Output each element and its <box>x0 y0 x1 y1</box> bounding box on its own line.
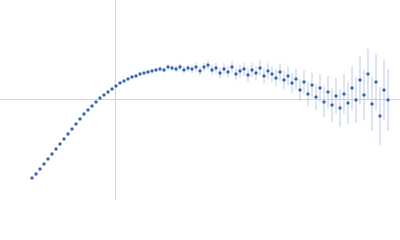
data-point <box>130 75 134 79</box>
data-point <box>314 95 318 99</box>
data-point <box>86 108 90 112</box>
data-point <box>238 69 242 73</box>
data-point <box>310 83 314 87</box>
data-point <box>334 94 338 98</box>
data-point <box>230 65 234 69</box>
data-point <box>210 68 214 72</box>
data-point <box>98 96 102 100</box>
data-point <box>366 72 370 76</box>
data-point <box>374 80 378 84</box>
data-point <box>30 176 34 180</box>
data-point <box>114 84 118 88</box>
data-point <box>78 117 82 121</box>
data-point <box>122 79 126 83</box>
data-point <box>370 102 374 106</box>
data-point <box>70 127 74 131</box>
data-point <box>206 63 210 67</box>
data-point <box>290 81 294 85</box>
data-point <box>126 77 130 81</box>
data-point <box>158 67 162 71</box>
data-point <box>170 66 174 70</box>
data-point <box>294 77 298 81</box>
data-point <box>162 68 166 72</box>
data-point <box>106 90 110 94</box>
chart <box>0 0 400 200</box>
data-point <box>182 68 186 72</box>
data-point <box>46 157 50 161</box>
data-point <box>302 80 306 84</box>
data-point <box>330 103 334 107</box>
data-point <box>358 78 362 82</box>
data-point <box>234 72 238 76</box>
data-point <box>262 74 266 78</box>
data-point <box>274 76 278 80</box>
data-point <box>38 167 42 171</box>
data-point <box>378 114 382 118</box>
data-point <box>266 69 270 73</box>
data-point <box>74 122 78 126</box>
data-point <box>178 65 182 69</box>
data-point <box>150 69 154 73</box>
data-point <box>350 86 354 90</box>
data-point <box>58 142 62 146</box>
data-point <box>66 132 70 136</box>
data-point <box>250 68 254 72</box>
data-point <box>242 67 246 71</box>
data-point <box>278 70 282 74</box>
data-point <box>190 67 194 71</box>
data-point <box>174 67 178 71</box>
data-point <box>62 137 66 141</box>
data-point <box>222 67 226 71</box>
data-point <box>282 78 286 82</box>
data-point <box>102 93 106 97</box>
data-point <box>34 172 38 176</box>
data-point <box>154 68 158 72</box>
page: (() => { const data = JSON.parse(documen… <box>0 0 400 200</box>
data-point <box>166 65 170 69</box>
data-point <box>338 106 342 110</box>
data-point <box>362 93 366 97</box>
data-point <box>270 72 274 76</box>
data-point <box>50 152 54 156</box>
data-point <box>326 90 330 94</box>
data-point <box>138 72 142 76</box>
data-point <box>254 71 258 75</box>
data-point <box>354 98 358 102</box>
data-point <box>194 65 198 69</box>
data-point <box>386 98 390 102</box>
data-point <box>342 92 346 96</box>
data-point <box>318 86 322 90</box>
data-point <box>42 162 46 166</box>
data-point <box>298 88 302 92</box>
data-point <box>118 81 122 85</box>
data-point <box>146 70 150 74</box>
data-point <box>134 74 138 78</box>
data-point <box>214 66 218 70</box>
data-point <box>198 69 202 73</box>
data-point <box>186 66 190 70</box>
data-point <box>258 66 262 70</box>
data-point <box>94 100 98 104</box>
data-point <box>90 104 94 108</box>
data-point <box>110 87 114 91</box>
data-point <box>322 100 326 104</box>
data-point <box>202 65 206 69</box>
data-point <box>226 70 230 74</box>
data-point <box>218 71 222 75</box>
data-point <box>82 112 86 116</box>
data-point <box>142 71 146 75</box>
data-point <box>286 74 290 78</box>
data-point <box>346 101 350 105</box>
data-point <box>246 73 250 77</box>
data-point <box>54 147 58 151</box>
data-point <box>382 88 386 92</box>
data-point <box>306 92 310 96</box>
